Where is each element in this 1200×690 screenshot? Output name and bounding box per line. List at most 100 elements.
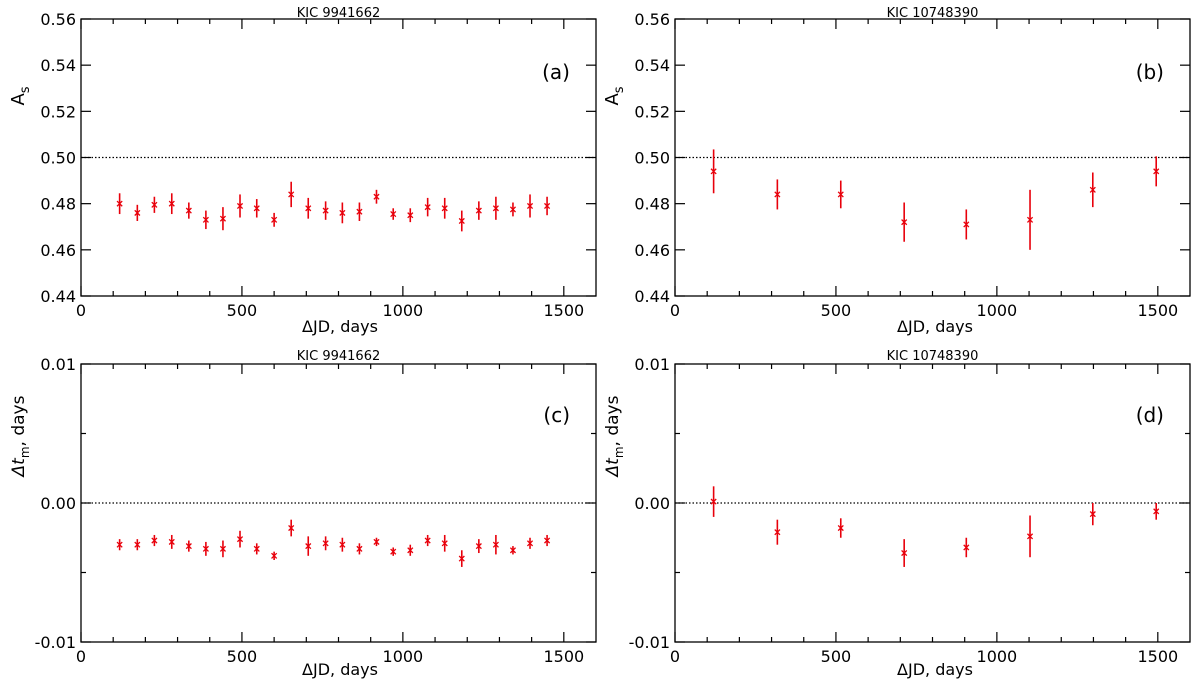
panel-c-y-tick-label: 0.00 [40,494,76,513]
panel-b-data-point [1089,172,1096,208]
panel-d-data-point [1089,503,1096,526]
panel-a-data-point [253,199,260,218]
panel-c-label: (c) [543,403,570,427]
panel-a-data-point [116,193,123,215]
panel-b-marker-stroke [710,168,717,175]
panel-d-data-point [774,519,781,545]
panel-a-marker-stroke [151,201,158,208]
panel-a-data-point [509,202,517,217]
panel-b-x-tick-label: 1000 [977,301,1018,320]
panel-c-data-point [492,534,499,555]
panel-a-marker-stroke [168,200,175,207]
panel-c-y-tick-label: 0.01 [40,355,76,374]
panel-a-marker-stroke [458,217,465,225]
panel-b-marker-stroke [901,219,908,226]
panel-a: KIC 9941662 (a) ΔJD, days As 0 500 1000 150… [8,6,597,336]
panel-c-x-tick-label: 500 [227,647,258,666]
panel-b-y-axis-label: As [602,86,627,105]
panel-c-data-point [322,536,329,551]
panel-a-marker-stroke [305,205,312,212]
panel-d-marker-stroke [710,498,717,505]
panel-b-y-tick-label: 0.54 [634,56,670,75]
panel-a-y-tick-label: 0.56 [40,10,76,29]
panel-a-marker-stroke [424,204,431,211]
panel-c-title: KIC 9941662 [297,349,380,364]
panel-c-x-tick-label: 0 [76,647,86,666]
panel-a-x-tick-label: 1500 [543,301,584,320]
panel-c-data-point [509,546,517,555]
panel-c-marker-stroke [219,545,227,552]
panel-b-data-point [774,179,781,210]
panel-c-marker-stroke [271,552,278,559]
panel-d-data-point [710,486,717,517]
panel-c-data-point [219,540,227,558]
panel-a-data-point [305,197,312,219]
panel-a-y-tick-label: 0.50 [40,149,76,168]
panel-c-marker-stroke [526,540,534,547]
panel-b-title: KIC 10748390 [887,6,979,21]
panel-c-marker-stroke [168,538,175,545]
panel-c: KIC 9941662 (c) ΔJD, days Δtm, days 0 500… [9,349,597,679]
panel-c-marker-stroke [322,540,329,547]
panel-a-x-tick-label: 500 [227,301,258,320]
panel-d-x-tick-label: 500 [821,647,852,666]
panel-b: KIC 10748390 (b) ΔJD, days As 0 500 1000 15… [602,6,1191,336]
panel-a-marker-stroke [492,205,499,212]
panel-d-marker-stroke [1026,533,1034,540]
panel-c-marker-stroke [305,543,312,550]
panel-c-marker-stroke [288,524,295,532]
panel-c-data-point [253,543,260,555]
panel-a-data-point [544,196,551,216]
panel-c-y-axis-label: Δtm, days [9,395,32,478]
panel-b-marker-stroke [963,221,970,228]
panel-d-marker-stroke [901,549,908,557]
panel-b-data-point [1153,156,1160,187]
panel-b-marker-stroke [1089,186,1096,193]
panel-c-data-point [202,541,209,556]
panel-b-marker-stroke [837,191,844,198]
panel-b-y-tick-label: 0.46 [634,241,670,260]
panel-a-marker-stroke [356,208,363,215]
panel-b-x-tick-label: 0 [670,301,680,320]
panel-c-marker-stroke [458,555,465,562]
panel-a-marker-stroke [390,210,397,218]
panel-c-marker-stroke [202,545,209,552]
panel-d-label: (d) [1136,403,1164,427]
panel-c-marker-stroke [253,545,260,552]
panel-a-y-tick-label: 0.44 [40,287,76,306]
panel-c-marker-stroke [441,540,448,547]
panel-c-data-point [116,539,123,551]
panel-a-data-point [185,202,192,219]
panel-d-y-axis-label: Δtm, days [603,395,626,478]
panel-b-data-point [1026,189,1034,250]
panel-a-marker-stroke [116,200,123,207]
panel-d-marker-stroke [774,529,781,536]
panel-a-data-point [322,201,329,220]
panel-c-data-point [407,544,414,556]
panel-d-marker-stroke [837,524,844,532]
panel-b-y-tick-label: 0.48 [634,195,670,214]
panel-b-y-tick-label: 0.44 [634,287,670,306]
panel-d-marker-stroke [1089,511,1096,518]
panel-d-x-tick-label: 1000 [977,647,1018,666]
panel-d-y-tick-label: 0.00 [634,494,670,513]
panel-d-y-tick-label: 0.01 [634,355,670,374]
panel-d-data-point [1026,515,1034,558]
panel-c-marker-stroke [492,541,499,548]
panel-b-y-tick-label: 0.52 [634,102,670,121]
panel-b-x-tick-label: 1500 [1137,301,1178,320]
panel-a-data-point [168,193,175,215]
panel-c-data-point [526,537,534,549]
panel-d-data-point [1153,503,1160,520]
panel-a-y-tick-label: 0.52 [40,102,76,121]
panel-d-marker-stroke [1153,508,1160,515]
panel-d-y-tick-label: -0.01 [629,633,670,652]
panel-c-marker-stroke [134,541,141,548]
panel-b-data-point [710,149,717,194]
panel-b-label: (b) [1136,60,1164,84]
panel-a-label: (a) [542,60,570,84]
panel-c-marker-stroke [390,548,397,555]
panel-a-y-tick-label: 0.46 [40,241,76,260]
panel-c-marker-stroke [424,537,431,544]
panel-d-x-tick-label: 0 [670,647,680,666]
